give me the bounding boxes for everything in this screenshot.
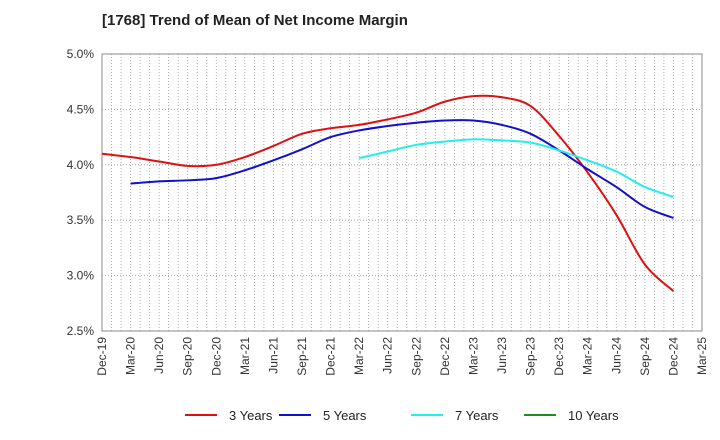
legend-item: 5 Years bbox=[279, 404, 366, 426]
x-tick-label: Dec-20 bbox=[209, 337, 223, 376]
x-tick-label: Jun-22 bbox=[381, 337, 395, 374]
x-tick-label: Mar-21 bbox=[238, 337, 252, 375]
legend: 3 Years 5 Years 7 Years 10 Years bbox=[0, 404, 720, 426]
series-line-5-years bbox=[130, 119, 674, 219]
x-tick-label: Sep-20 bbox=[181, 337, 195, 376]
y-axis-tick-labels: 2.5% 3.0% 3.5% 4.0% 4.5% 5.0% bbox=[67, 47, 95, 338]
legend-label: 7 Years bbox=[455, 407, 499, 423]
x-tick-label: Dec-21 bbox=[324, 337, 338, 376]
vertical-gridlines bbox=[111, 54, 693, 331]
plot-area bbox=[101, 53, 703, 332]
x-tick-label: Mar-20 bbox=[124, 337, 138, 375]
legend-item: 7 Years bbox=[411, 404, 498, 426]
x-tick-label: Jun-23 bbox=[495, 337, 509, 374]
x-tick-label: Mar-22 bbox=[352, 337, 366, 375]
x-tick-label: Jun-20 bbox=[152, 337, 166, 374]
y-tick-label: 3.5% bbox=[67, 213, 95, 227]
x-tick-label: Jun-21 bbox=[266, 337, 280, 374]
x-tick-label: Sep-23 bbox=[524, 337, 538, 376]
x-tick-label: Mar-24 bbox=[581, 337, 595, 375]
legend-swatch bbox=[411, 414, 443, 416]
y-tick-label: 4.5% bbox=[67, 102, 95, 116]
legend-swatch bbox=[524, 414, 556, 416]
horizontal-gridlines bbox=[102, 109, 702, 277]
x-tick-label: Sep-22 bbox=[409, 337, 423, 376]
y-tick-label: 2.5% bbox=[67, 324, 95, 338]
series-line-7-years bbox=[358, 138, 674, 198]
x-tick-label: Dec-23 bbox=[552, 337, 566, 376]
x-axis-tick-labels: Dec-19 Mar-20 Jun-20 Sep-20 Dec-20 Mar-21 Jun-… bbox=[95, 337, 709, 376]
legend-label: 5 Years bbox=[323, 407, 367, 423]
x-tick-label: Mar-23 bbox=[466, 337, 480, 375]
chart-title: [1768] Trend of Mean of Net Income Margi… bbox=[102, 12, 408, 29]
series-line-3-years bbox=[101, 94, 675, 292]
x-tick-label: Dec-24 bbox=[666, 337, 680, 376]
x-tick-label: Dec-22 bbox=[438, 337, 452, 376]
legend-item: 3 Years bbox=[185, 404, 272, 426]
x-tick-label: Sep-24 bbox=[638, 337, 652, 376]
line-chart: 2.5% 3.0% 3.5% 4.0% 4.5% 5.0% Dec-19 Mar-20 Jun… bbox=[67, 47, 709, 376]
x-tick-label: Jun-24 bbox=[609, 337, 623, 374]
y-tick-label: 4.0% bbox=[67, 158, 95, 172]
legend-swatch bbox=[185, 414, 217, 416]
legend-label: 10 Years bbox=[568, 407, 619, 423]
series-lines bbox=[101, 94, 675, 292]
legend-label: 3 Years bbox=[229, 407, 273, 423]
x-tick-label: Mar-25 bbox=[695, 337, 709, 375]
x-tick-label: Sep-21 bbox=[295, 337, 309, 376]
y-tick-label: 3.0% bbox=[67, 269, 95, 283]
legend-item: 10 Years bbox=[524, 404, 619, 426]
x-tick-label: Dec-19 bbox=[95, 337, 109, 376]
y-tick-label: 5.0% bbox=[67, 47, 95, 61]
legend-swatch bbox=[279, 414, 311, 416]
